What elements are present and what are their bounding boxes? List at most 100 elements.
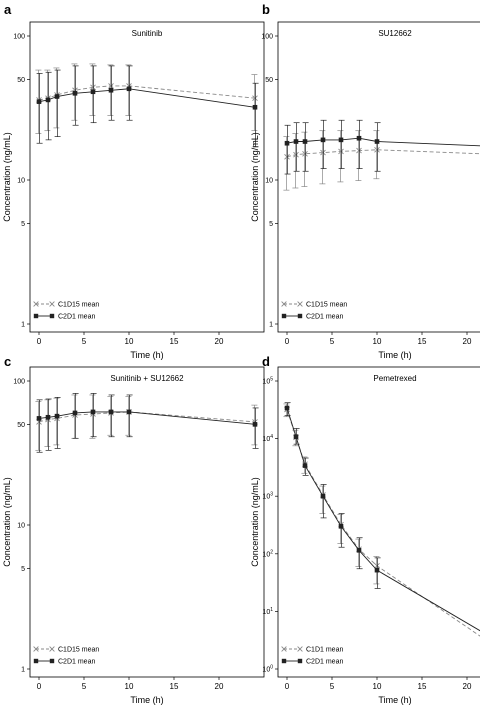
data-point bbox=[374, 562, 380, 569]
series-line bbox=[286, 409, 480, 637]
x-tick-label: 15 bbox=[170, 682, 179, 691]
x-axis-label: Time (h) bbox=[378, 695, 411, 705]
data-point bbox=[293, 139, 299, 144]
x-tick-label: 20 bbox=[215, 337, 224, 346]
legend-label: C1D15 mean bbox=[306, 302, 347, 309]
series-1 bbox=[35, 63, 258, 134]
data-point bbox=[54, 94, 60, 99]
y-tick-label: 101 bbox=[262, 607, 273, 616]
series-line bbox=[286, 149, 480, 158]
data-point bbox=[90, 409, 96, 415]
data-point bbox=[36, 99, 42, 104]
y-tick-label: 103 bbox=[262, 492, 273, 501]
x-tick-label: 5 bbox=[330, 337, 335, 346]
legend-label: C2D1 mean bbox=[306, 659, 343, 666]
data-point bbox=[126, 86, 132, 92]
chart-panel-d: d Pemetrexed 0 5 10 15 20 100 101 102 103 104 105 Tim… bbox=[250, 354, 480, 705]
data-point bbox=[284, 153, 290, 160]
legend-marker bbox=[281, 313, 287, 319]
data-point bbox=[338, 148, 344, 155]
y-tick-label: 105 bbox=[262, 377, 273, 386]
plot-frame bbox=[29, 21, 265, 333]
legend-marker bbox=[297, 301, 303, 307]
data-point bbox=[320, 493, 326, 499]
legend-marker bbox=[49, 646, 55, 652]
y-tick-label: 102 bbox=[262, 549, 273, 558]
data-point bbox=[252, 95, 258, 101]
y-tick-label: 1 bbox=[21, 667, 25, 674]
data-point bbox=[284, 140, 290, 146]
x-tick-label: 10 bbox=[125, 337, 134, 346]
series-2 bbox=[284, 119, 480, 175]
data-point bbox=[90, 84, 96, 91]
legend-label: C2D1 mean bbox=[58, 659, 95, 666]
y-axis-label: Concentration (ng/mL) bbox=[2, 477, 12, 567]
y-tick-label: 10 bbox=[17, 178, 25, 185]
panel-letter: c bbox=[4, 354, 11, 369]
y-tick-label: 5 bbox=[269, 221, 273, 228]
y-tick-label: 10 bbox=[17, 523, 25, 530]
legend: C1D15 mean C2D1 mean bbox=[281, 301, 347, 321]
y-tick-label: 5 bbox=[21, 221, 25, 228]
series-1 bbox=[35, 394, 258, 451]
y-tick-label: 10 bbox=[265, 178, 273, 185]
x-tick-label: 0 bbox=[285, 682, 290, 691]
legend-marker bbox=[49, 313, 55, 319]
data-point bbox=[90, 89, 96, 95]
data-point bbox=[252, 104, 258, 110]
plot-frame bbox=[277, 21, 480, 333]
y-tick-label: 1 bbox=[21, 322, 25, 329]
data-point bbox=[108, 83, 114, 89]
series-line bbox=[286, 407, 480, 632]
legend: C1D1 mean C2D1 mean bbox=[281, 646, 343, 666]
y-tick-label: 50 bbox=[17, 422, 25, 429]
chart-title: Pemetrexed bbox=[373, 374, 416, 383]
x-axis-label: Time (h) bbox=[130, 350, 163, 360]
data-point bbox=[338, 524, 344, 529]
legend-marker bbox=[49, 301, 55, 307]
data-point bbox=[54, 413, 60, 419]
plot-frame bbox=[29, 366, 265, 678]
data-point bbox=[374, 567, 380, 573]
data-point bbox=[108, 87, 114, 93]
series-line bbox=[38, 85, 256, 101]
x-axis-label: Time (h) bbox=[378, 350, 411, 360]
data-point bbox=[293, 151, 299, 158]
legend-label: C2D1 mean bbox=[306, 314, 343, 321]
legend-label: C1D15 mean bbox=[58, 647, 99, 654]
data-point bbox=[108, 409, 114, 415]
data-point bbox=[284, 405, 290, 411]
panel-letter: d bbox=[262, 354, 270, 369]
x-tick-label: 0 bbox=[37, 337, 42, 346]
y-axis-label: Concentration (ng/mL) bbox=[2, 132, 12, 222]
x-axis-label: Time (h) bbox=[130, 695, 163, 705]
series-2 bbox=[284, 402, 480, 632]
x-tick-label: 20 bbox=[215, 682, 224, 691]
series-1 bbox=[283, 130, 480, 191]
data-point bbox=[356, 135, 362, 141]
x-tick-label: 20 bbox=[463, 682, 472, 691]
legend-marker bbox=[49, 658, 55, 664]
data-point bbox=[338, 137, 344, 143]
legend-marker bbox=[281, 646, 287, 652]
legend-marker bbox=[33, 301, 39, 307]
x-tick-label: 20 bbox=[463, 337, 472, 346]
legend-marker bbox=[281, 301, 287, 307]
y-tick-label: 5 bbox=[21, 566, 25, 573]
data-point bbox=[45, 414, 51, 420]
y-tick-label: 100 bbox=[262, 665, 273, 674]
y-axis-label: Concentration (ng/mL) bbox=[250, 477, 260, 567]
y-tick-label: 50 bbox=[265, 77, 273, 84]
data-point bbox=[293, 434, 299, 439]
x-tick-label: 10 bbox=[373, 682, 382, 691]
legend-marker bbox=[33, 646, 39, 652]
y-tick-label: 1 bbox=[269, 322, 273, 329]
legend: C1D15 mean C2D1 mean bbox=[33, 646, 99, 666]
data-point bbox=[302, 463, 308, 468]
y-tick-label: 104 bbox=[262, 434, 273, 443]
x-tick-label: 15 bbox=[170, 337, 179, 346]
x-tick-label: 15 bbox=[418, 337, 427, 346]
